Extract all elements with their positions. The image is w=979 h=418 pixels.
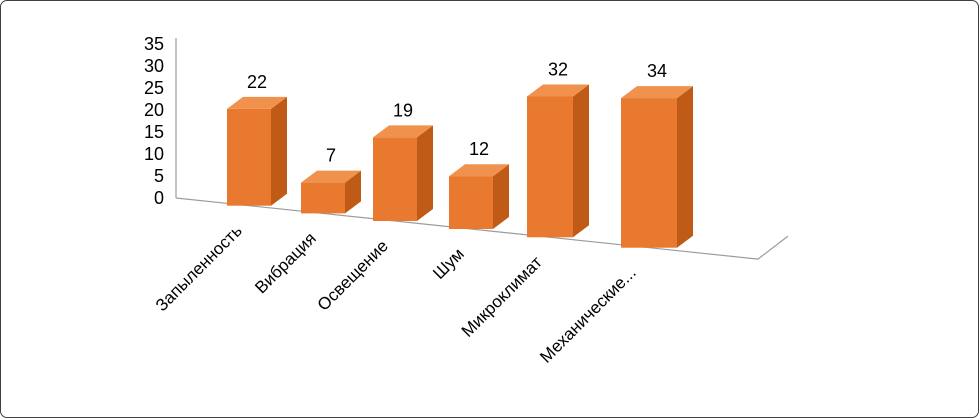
bar-side-face	[417, 125, 433, 221]
bar-value-label: 22	[247, 72, 267, 92]
y-axis-tick-label: 35	[144, 34, 164, 54]
y-axis-tick-label: 20	[144, 100, 164, 120]
bar-value-label: 32	[548, 60, 568, 80]
category-label: Шум	[429, 244, 468, 283]
category-label: Вибрация	[251, 229, 320, 298]
y-axis-tick-label: 0	[154, 188, 164, 208]
bar-value-label: 12	[469, 139, 489, 159]
bar-value-label: 7	[326, 146, 336, 166]
category-label: Запыленность	[152, 221, 246, 315]
bar	[449, 176, 493, 229]
bar	[301, 182, 345, 214]
bar-top-face	[373, 125, 433, 138]
bar-side-face	[345, 170, 361, 214]
category-label: Освещение	[314, 236, 392, 314]
bar-top-face	[621, 86, 693, 99]
y-axis-tick-label: 30	[144, 56, 164, 76]
y-axis-tick-label: 15	[144, 122, 164, 142]
bar-top-face	[449, 164, 509, 177]
bar-value-label: 34	[647, 61, 667, 81]
bar	[373, 137, 417, 221]
bar-top-face	[527, 84, 589, 97]
y-axis-tick-label: 10	[144, 144, 164, 164]
bar	[227, 108, 271, 206]
bar-value-label: 19	[393, 100, 413, 120]
bar	[527, 96, 573, 238]
bar	[621, 98, 677, 248]
bar-side-face	[271, 96, 287, 206]
bar-side-face	[493, 164, 509, 229]
y-axis-tick-label: 25	[144, 78, 164, 98]
bar-side-face	[573, 84, 589, 238]
category-label: Механические...	[536, 263, 640, 367]
category-label: Микроклимат	[458, 253, 546, 341]
y-axis-tick-label: 5	[154, 166, 164, 186]
bar-top-face	[227, 96, 287, 109]
bar-side-face	[677, 86, 693, 248]
bar-top-face	[301, 170, 361, 183]
floor-edge	[175, 197, 789, 260]
